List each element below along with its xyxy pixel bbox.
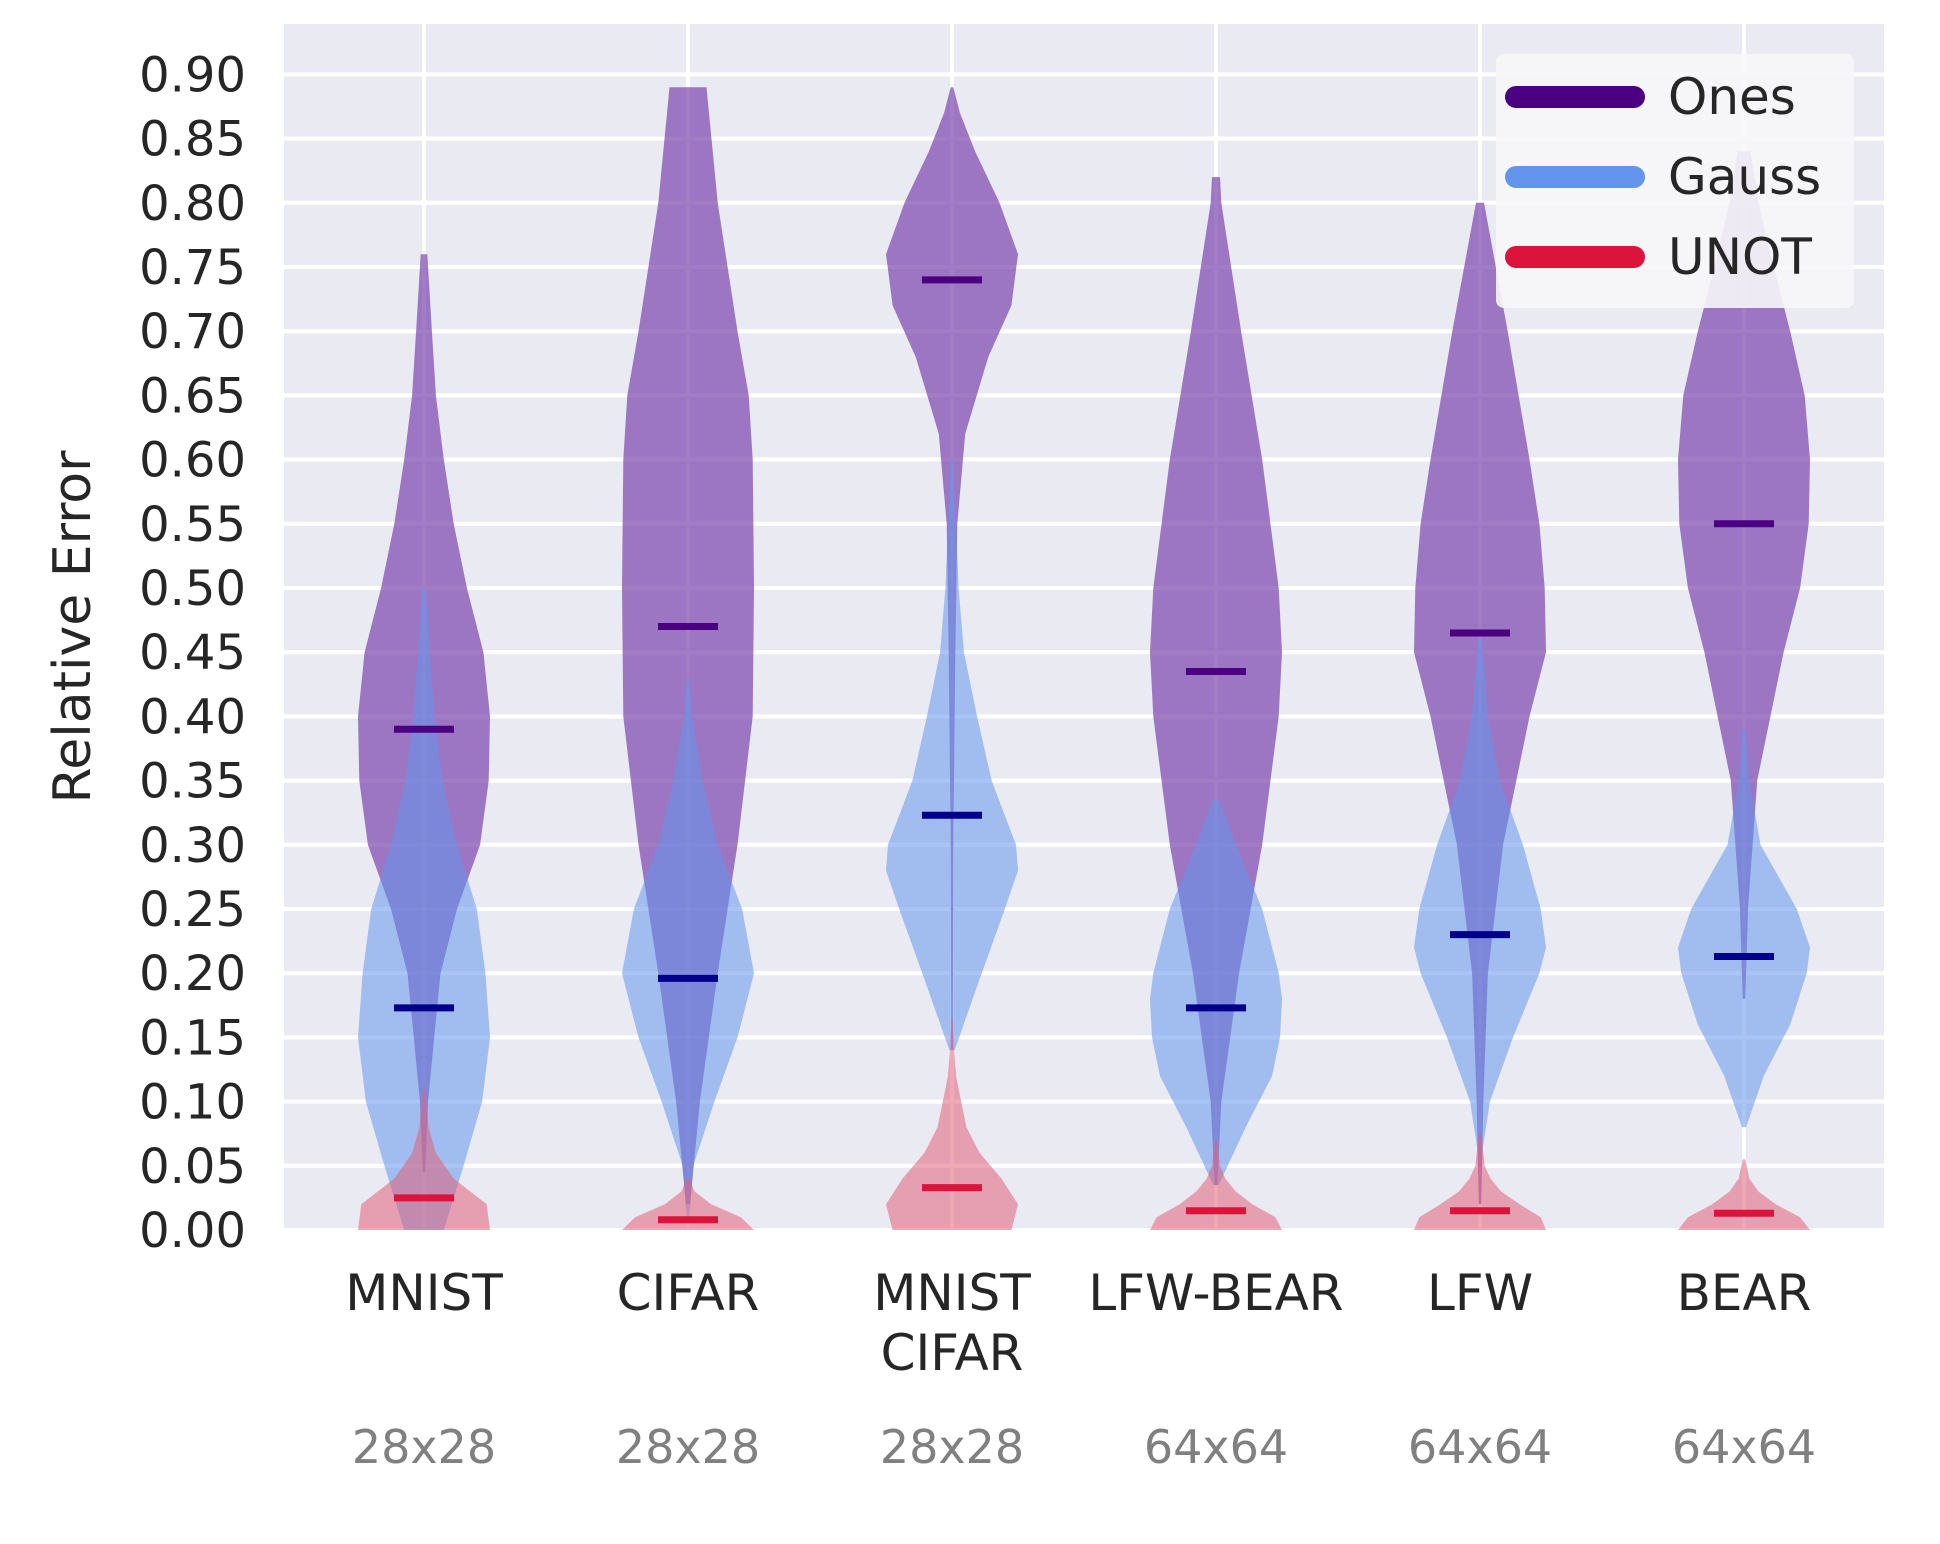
violin-unot — [622, 1178, 754, 1230]
y-tick-label: 0.05 — [139, 1139, 246, 1195]
violin-unot — [358, 1088, 490, 1230]
y-tick-label: 0.80 — [139, 176, 246, 232]
violin-unot — [1678, 1159, 1810, 1230]
violins — [358, 87, 1810, 1230]
x-resolution-label: 64x64 — [1144, 1420, 1288, 1474]
y-tick-label: 0.90 — [139, 47, 246, 103]
y-tick-label: 0.75 — [139, 240, 246, 296]
violin-unot — [1150, 1140, 1282, 1230]
x-category-label: LFW — [1427, 1264, 1533, 1322]
y-tick-label: 0.65 — [139, 368, 246, 424]
y-tick-label: 0.70 — [139, 304, 246, 360]
legend-label: UNOT — [1668, 228, 1812, 286]
y-tick-label: 0.20 — [139, 946, 246, 1002]
y-tick-label: 0.10 — [139, 1075, 246, 1131]
y-tick-label: 0.15 — [139, 1010, 246, 1066]
x-resolution-label: 28x28 — [352, 1420, 496, 1474]
x-category-label: BEAR — [1677, 1264, 1812, 1322]
x-resolution-label: 28x28 — [880, 1420, 1024, 1474]
x-category-label: MNIST — [873, 1264, 1031, 1322]
y-tick-label: 0.50 — [139, 561, 246, 617]
violin-gauss — [358, 588, 490, 1230]
violin-ones — [1150, 177, 1282, 1186]
median-lines — [394, 276, 1774, 1224]
x-resolution-label: 64x64 — [1408, 1420, 1552, 1474]
y-tick-label: 0.25 — [139, 882, 246, 938]
x-category-label: LFW-BEAR — [1088, 1264, 1343, 1322]
violin-gauss — [1150, 799, 1282, 1186]
violin-gauss — [886, 459, 1018, 1051]
y-tick-label: 0.00 — [139, 1203, 246, 1259]
legend: Ones Gauss UNOT — [1496, 54, 1854, 308]
y-tick-label: 0.60 — [139, 433, 246, 489]
violin-gauss — [1678, 729, 1810, 1128]
x-category-labels: MNIST28x28CIFAR28x28MNISTCIFAR28x28LFW-B… — [345, 1264, 1816, 1474]
legend-label: Ones — [1668, 68, 1796, 126]
y-tick-label: 0.55 — [139, 497, 246, 553]
y-tick-label: 0.30 — [139, 818, 246, 874]
violin-unot — [1414, 1133, 1546, 1230]
legend-label: Gauss — [1668, 148, 1821, 206]
violin-gauss — [622, 677, 754, 1218]
y-tick-label: 0.40 — [139, 689, 246, 745]
y-axis-label: Relative Error — [43, 450, 103, 804]
x-category-label: MNIST — [345, 1264, 503, 1322]
x-resolution-label: 28x28 — [616, 1420, 760, 1474]
y-tick-labels: 0.00 0.05 0.10 0.15 0.20 0.25 0.30 0.35 0.40 0.45… — [139, 47, 246, 1259]
y-tick-label: 0.85 — [139, 112, 246, 168]
violin-ones — [1678, 151, 1810, 999]
x-category-label: CIFAR — [617, 1264, 760, 1322]
violin-gauss — [1414, 639, 1546, 1153]
y-tick-label: 0.35 — [139, 754, 246, 810]
x-resolution-label: 64x64 — [1672, 1420, 1816, 1474]
y-tick-label: 0.45 — [139, 625, 246, 681]
x-category-label: CIFAR — [881, 1324, 1024, 1382]
violin-unot — [886, 1018, 1018, 1230]
legend-box — [1496, 54, 1854, 308]
